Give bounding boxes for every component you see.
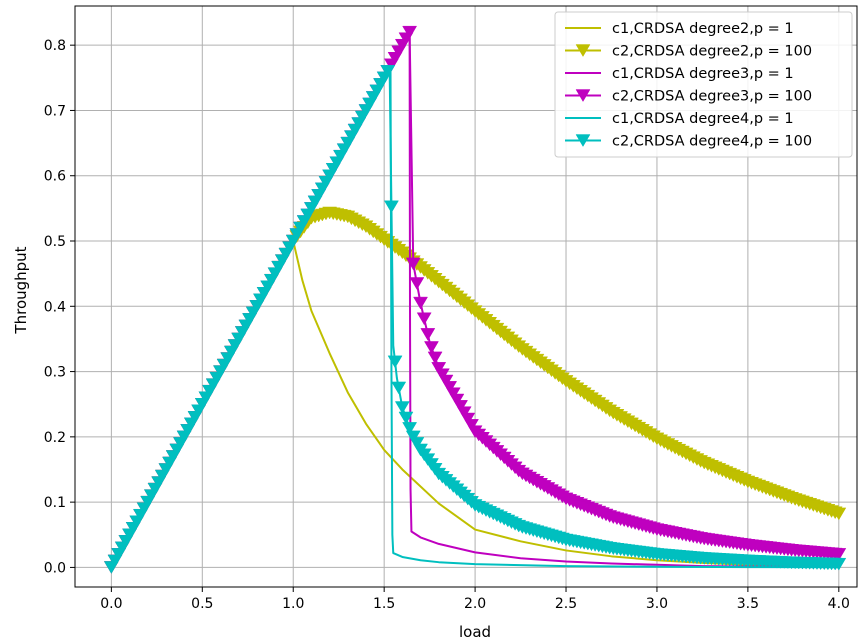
series-5 [110, 70, 839, 569]
legend-item: c2,CRDSA degree4,p = 100 [565, 134, 812, 150]
x-tick-label: 0.0 [100, 596, 122, 612]
x-axis-label: load [459, 623, 491, 641]
series-marker [387, 355, 403, 369]
axes [70, 5, 858, 592]
series-marker [427, 351, 443, 365]
series-marker [391, 381, 407, 395]
legend-item: c1,CRDSA degree4,p = 1 [565, 111, 794, 127]
series-layer [103, 25, 847, 574]
series-marker [831, 507, 847, 521]
series-marker [413, 296, 428, 310]
y-axis-label: Throughput [12, 246, 30, 334]
x-tick-label: 3.5 [737, 596, 759, 612]
series-marker [575, 44, 591, 57]
series-marker [409, 277, 425, 290]
y-tick-label: 0.6 [44, 169, 66, 185]
x-tick-label: 2.5 [555, 596, 577, 612]
series-marker [453, 400, 468, 413]
x-tick-label: 0.5 [191, 596, 213, 612]
y-tick-label: 0.2 [44, 430, 66, 446]
series-marker [380, 65, 396, 78]
series-marker [405, 257, 421, 271]
series-marker [445, 387, 461, 401]
legend-label: c1,CRDSA degree2,p = 1 [612, 21, 794, 37]
legend-label: c1,CRDSA degree4,p = 1 [612, 111, 794, 127]
legend-label: c1,CRDSA degree3,p = 1 [612, 66, 794, 82]
series-1 [110, 240, 839, 568]
legend-item: c2,CRDSA degree3,p = 100 [565, 89, 812, 105]
legend-label: c2,CRDSA degree3,p = 100 [612, 89, 812, 105]
legend-item: c1,CRDSA degree3,p = 1 [565, 66, 794, 82]
series-marker [438, 374, 454, 388]
series-marker [456, 406, 472, 420]
series-marker [434, 368, 450, 382]
series-marker [424, 341, 439, 354]
series-marker [394, 401, 410, 414]
series-marker [460, 412, 476, 426]
plot-frame [74, 5, 858, 588]
legend-item: c1,CRDSA degree2,p = 1 [565, 21, 794, 37]
y-tick-label: 0.0 [44, 560, 66, 576]
series-marker [449, 393, 465, 407]
y-tick-label: 0.4 [44, 299, 66, 315]
y-tick-label: 0.5 [44, 234, 66, 250]
series-marker [420, 328, 436, 341]
legend-label: c2,CRDSA degree2,p = 100 [612, 44, 812, 60]
series-marker [831, 548, 847, 561]
series-line [110, 70, 839, 569]
x-tick-label: 2.0 [464, 596, 486, 612]
legend-item: c2,CRDSA degree2,p = 100 [565, 44, 812, 60]
legend-label: c2,CRDSA degree4,p = 100 [612, 134, 812, 150]
series-6 [103, 65, 847, 574]
x-tick-label: 1.0 [282, 596, 304, 612]
y-tick-label: 0.7 [44, 103, 66, 119]
series-line [110, 240, 839, 568]
legend: c1,CRDSA degree2,p = 1 c2,CRDSA degree2,p… [554, 11, 853, 158]
series-marker [402, 422, 418, 435]
series-marker [831, 557, 847, 571]
series-marker [398, 411, 414, 425]
x-tick-label: 3.0 [646, 596, 668, 612]
series-marker [464, 419, 479, 432]
series-marker [409, 437, 425, 450]
series-marker [431, 362, 447, 375]
tick-labels: 0.0 0.5 1.0 1.5 2.0 2.5 3.0 3.5 4.0 0.0 0.1 0.2 0.3 0… [44, 38, 850, 612]
series-marker [405, 430, 421, 444]
series-marker [575, 89, 591, 102]
legend-box [554, 11, 853, 158]
y-tick-label: 0.8 [44, 38, 66, 54]
y-tick-label: 0.1 [44, 495, 66, 511]
series-marker [575, 134, 591, 147]
x-tick-label: 4.0 [828, 596, 850, 612]
series-marker [416, 312, 432, 326]
series-marker [402, 25, 418, 39]
y-tick-label: 0.3 [44, 365, 66, 381]
series-marker [442, 381, 458, 394]
x-tick-label: 1.5 [373, 596, 395, 612]
series-marker [384, 200, 399, 214]
